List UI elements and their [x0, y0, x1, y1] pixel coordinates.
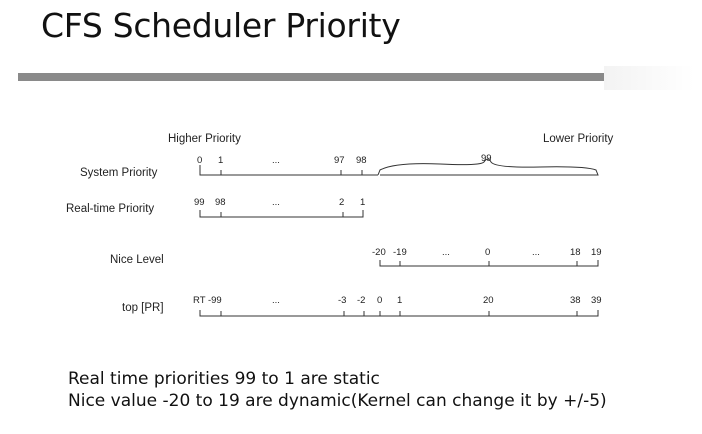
- system-label-99: 99: [481, 153, 492, 164]
- realtime-label-99: 99: [194, 197, 205, 208]
- top-label-39: 39: [591, 295, 602, 306]
- top-label-1: 1: [397, 295, 402, 306]
- realtime-label-2: 2: [339, 197, 344, 208]
- realtime-label-98: 98: [215, 197, 226, 208]
- system-label-0: 0: [197, 155, 202, 166]
- realtime-priority-scale: [199, 210, 364, 218]
- nice-label-0: 0: [485, 247, 490, 258]
- system-label-1: 1: [218, 155, 223, 166]
- higher-priority-label: Higher Priority: [168, 133, 241, 145]
- nice-label-ellipsis-1: ...: [442, 247, 450, 258]
- row-label-system: System Priority: [80, 167, 158, 179]
- system-brace-99: [377, 158, 599, 176]
- title-underline: [18, 73, 604, 81]
- footer-notes: Real time priorities 99 to 1 are static …: [68, 368, 607, 412]
- top-axis-line: [199, 310, 599, 317]
- row-label-top: top [PR]: [122, 302, 164, 314]
- top-label-rt-minus99: RT -99: [193, 295, 222, 306]
- top-label-minus2: -2: [357, 295, 365, 306]
- system-label-97: 97: [334, 155, 345, 166]
- top-label-minus3: -3: [338, 295, 346, 306]
- realtime-label-ellipsis: ...: [272, 197, 280, 208]
- row-label-realtime: Real-time Priority: [66, 203, 154, 215]
- nice-label-19: 19: [591, 247, 602, 258]
- top-label-20: 20: [483, 295, 494, 306]
- note-static: Real time priorities 99 to 1 are static: [68, 369, 380, 389]
- system-axis-line: [199, 165, 378, 176]
- nice-label-ellipsis-2: ...: [532, 247, 540, 258]
- top-label-ellipsis: ...: [272, 295, 280, 306]
- slide-title: CFS Scheduler Priority: [41, 6, 401, 45]
- top-label-0: 0: [377, 295, 382, 306]
- nice-label-minus20: -20: [372, 247, 386, 258]
- nice-level-scale: [379, 260, 599, 267]
- lower-priority-label: Lower Priority: [543, 133, 614, 145]
- title-underline-fade: [604, 66, 694, 90]
- realtime-axis-line: [199, 210, 364, 218]
- top-label-38: 38: [570, 295, 581, 306]
- note-dynamic: Nice value -20 to 19 are dynamic(Kernel …: [68, 391, 607, 411]
- row-label-nice: Nice Level: [110, 254, 164, 266]
- system-label-ellipsis: ...: [272, 155, 280, 166]
- nice-label-minus19: -19: [393, 247, 407, 258]
- system-label-98: 98: [356, 155, 367, 166]
- realtime-label-1: 1: [360, 197, 365, 208]
- top-pr-scale: [199, 310, 599, 317]
- system-priority-scale: [199, 158, 599, 176]
- nice-label-18: 18: [570, 247, 581, 258]
